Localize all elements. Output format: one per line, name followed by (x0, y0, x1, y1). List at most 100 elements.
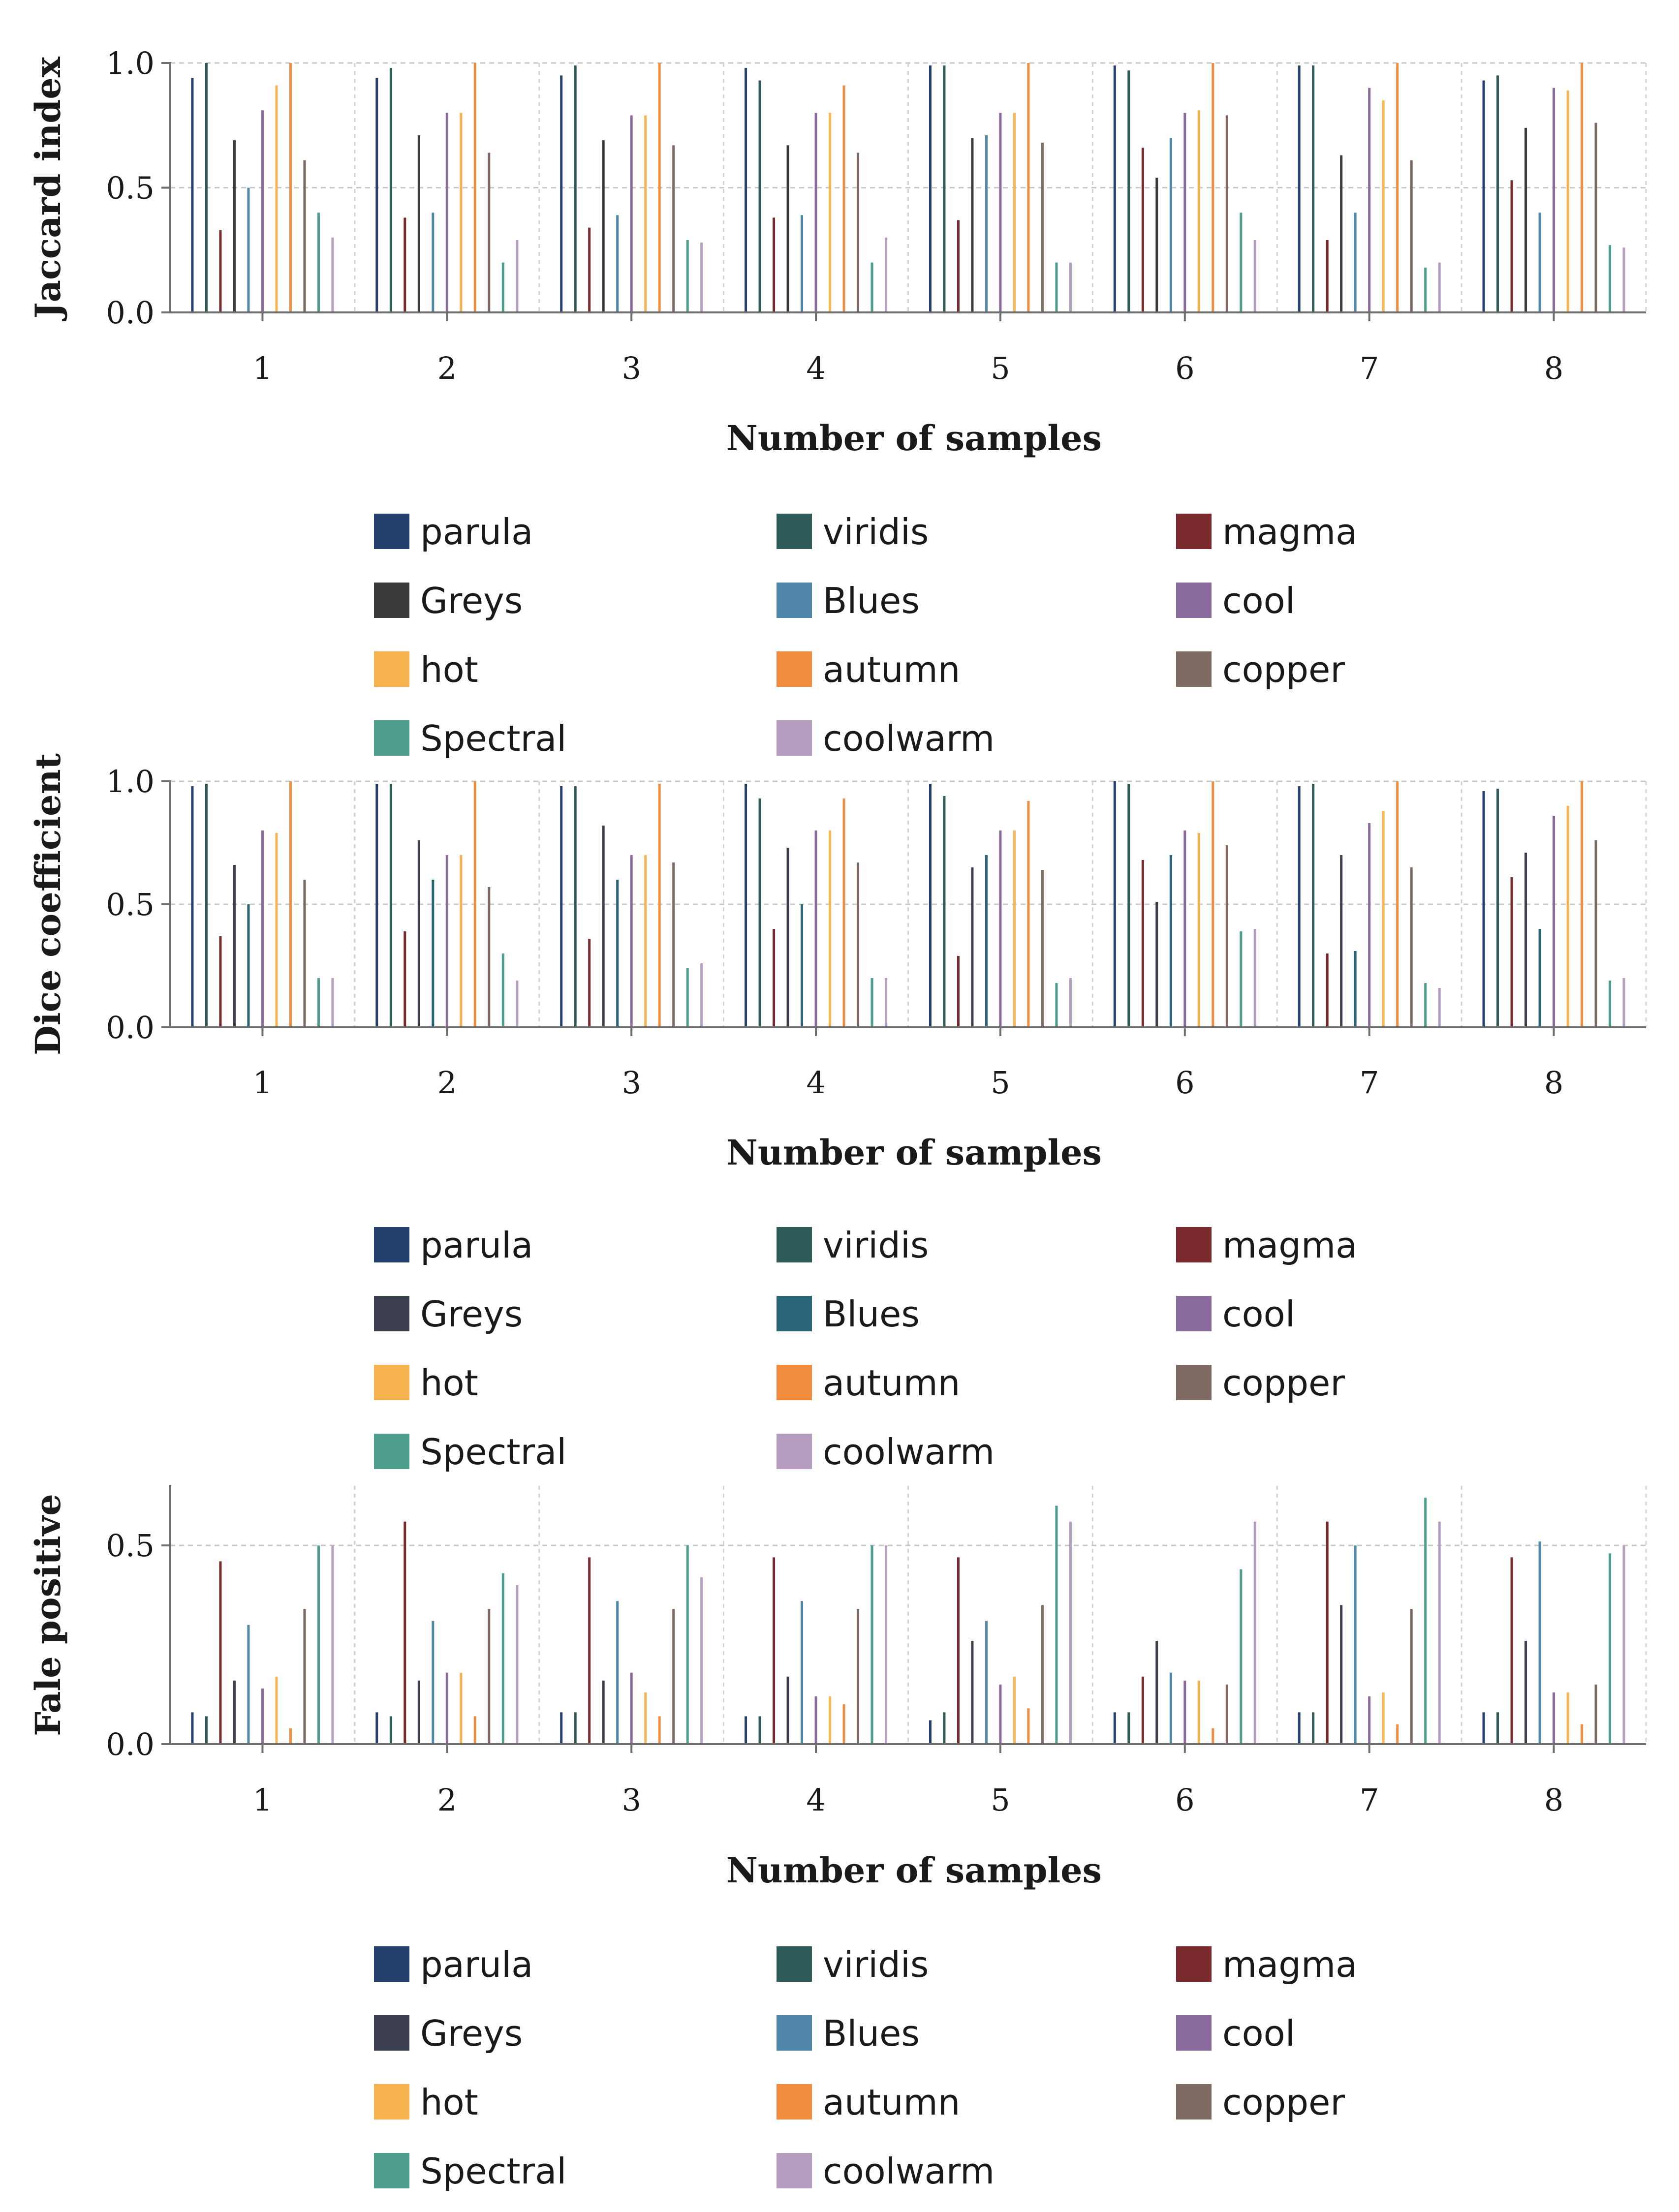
bar-Spectral-8 (1609, 245, 1612, 312)
bar-cool-1 (261, 830, 264, 1027)
legend-label-cool: cool (1222, 2013, 1295, 2054)
bar-Greys-4 (786, 848, 789, 1027)
bar-parula-3 (560, 1712, 563, 1744)
bar-parula-7 (1298, 65, 1301, 312)
bar-autumn-3 (658, 63, 661, 312)
bar-hot-2 (460, 855, 463, 1027)
bar-Blues-7 (1354, 213, 1357, 312)
legend-swatch-hot (374, 1365, 409, 1400)
bar-copper-3 (672, 145, 675, 312)
bar-cool-8 (1553, 816, 1555, 1027)
bar-coolwarm-1 (331, 237, 334, 312)
bar-viridis-6 (1127, 1712, 1130, 1744)
x-tick-label: 6 (1175, 350, 1194, 386)
bar-parula-6 (1113, 1712, 1116, 1744)
bar-Greys-8 (1524, 127, 1527, 312)
legend-label-Greys: Greys (420, 1293, 523, 1335)
bar-autumn-7 (1396, 63, 1399, 312)
bar-viridis-3 (574, 1712, 577, 1744)
bar-Spectral-7 (1424, 267, 1427, 312)
bar-Spectral-6 (1240, 1569, 1243, 1744)
bar-magma-3 (588, 939, 591, 1027)
bar-magma-4 (773, 1557, 776, 1744)
bar-Spectral-3 (686, 240, 689, 312)
bar-hot-3 (644, 855, 647, 1027)
bar-hot-6 (1197, 1680, 1200, 1744)
bar-Blues-5 (985, 1621, 988, 1744)
bar-autumn-8 (1581, 1724, 1584, 1744)
bar-coolwarm-2 (516, 1585, 519, 1744)
bar-parula-8 (1482, 791, 1485, 1027)
x-tick-label: 5 (991, 1782, 1010, 1818)
bar-hot-1 (275, 85, 278, 312)
bar-coolwarm-1 (331, 978, 334, 1027)
x-tick-label: 3 (622, 1065, 641, 1101)
bar-parula-7 (1298, 786, 1301, 1027)
legend-swatch-hot (374, 2084, 409, 2120)
legend-label-parula: parula (420, 511, 533, 553)
bar-autumn-4 (842, 85, 845, 312)
y-tick-label: 0.5 (106, 170, 155, 206)
bar-Greys-1 (233, 140, 236, 312)
bar-viridis-1 (205, 784, 208, 1027)
bar-parula-7 (1298, 1712, 1301, 1744)
x-tick-label: 6 (1175, 1065, 1194, 1101)
bar-Spectral-5 (1055, 983, 1058, 1027)
bar-Greys-2 (417, 135, 420, 312)
bar-hot-4 (829, 113, 832, 312)
bar-Greys-5 (971, 1641, 974, 1744)
bar-cool-3 (630, 855, 633, 1027)
legend-swatch-Greys (374, 583, 409, 618)
bar-hot-1 (275, 833, 278, 1027)
bar-Greys-7 (1340, 155, 1343, 312)
bar-autumn-5 (1027, 1708, 1030, 1744)
bar-autumn-8 (1581, 63, 1584, 312)
legend-label-coolwarm: coolwarm (823, 718, 995, 759)
bar-Spectral-6 (1240, 931, 1243, 1027)
x-tick-label: 4 (806, 350, 825, 386)
legend-label-Spectral: Spectral (420, 2151, 566, 2192)
x-tick-label: 6 (1175, 1782, 1194, 1818)
bar-Blues-2 (432, 1621, 435, 1744)
bar-cool-7 (1368, 88, 1371, 312)
bar-cool-7 (1368, 1696, 1371, 1744)
legend-swatch-hot (374, 651, 409, 687)
bar-Blues-4 (801, 904, 804, 1027)
bar-Greys-2 (417, 1680, 420, 1744)
bar-autumn-2 (473, 781, 476, 1027)
bar-Greys-8 (1524, 1641, 1527, 1744)
chart-2: 0.0 0.5 1.0 1 2 3 4 5 6 7 8 Number of samples Dice c… (28, 753, 1647, 1473)
bar-Blues-1 (247, 1625, 250, 1744)
legend-swatch-magma (1176, 1227, 1212, 1262)
x-tick-label: 2 (437, 350, 457, 386)
bar-autumn-3 (658, 784, 661, 1027)
bar-cool-6 (1183, 830, 1186, 1027)
bar-parula-5 (929, 784, 932, 1027)
bar-parula-2 (375, 784, 378, 1027)
x-tick-label: 3 (622, 350, 641, 386)
bar-hot-5 (1013, 830, 1016, 1027)
legend-label-Blues: Blues (823, 2013, 920, 2054)
legend-label-Greys: Greys (420, 580, 523, 621)
legend-label-autumn: autumn (823, 2082, 960, 2123)
bar-autumn-6 (1212, 1728, 1214, 1744)
bar-Blues-1 (247, 187, 250, 312)
y-tick-label: 0.0 (106, 1726, 155, 1762)
bar-cool-3 (630, 115, 633, 312)
legend-label-coolwarm: coolwarm (823, 2151, 995, 2192)
bar-viridis-4 (758, 1716, 761, 1744)
legend-swatch-cool (1176, 2015, 1212, 2051)
bar-coolwarm-4 (885, 237, 888, 312)
bar-cool-1 (261, 1688, 264, 1744)
legend-label-hot: hot (420, 2082, 478, 2123)
legend-label-magma: magma (1222, 1225, 1357, 1266)
bar-autumn-1 (289, 63, 292, 312)
bar-cool-2 (445, 113, 448, 312)
legend: parula viridis magma Greys Blues cool hot autum… (374, 1944, 1357, 2192)
bar-parula-6 (1113, 65, 1116, 312)
bar-Spectral-8 (1609, 981, 1612, 1027)
bar-copper-7 (1410, 160, 1413, 312)
bar-viridis-6 (1127, 70, 1130, 312)
x-tick-label: 4 (806, 1065, 825, 1101)
bar-Blues-6 (1169, 1672, 1172, 1744)
